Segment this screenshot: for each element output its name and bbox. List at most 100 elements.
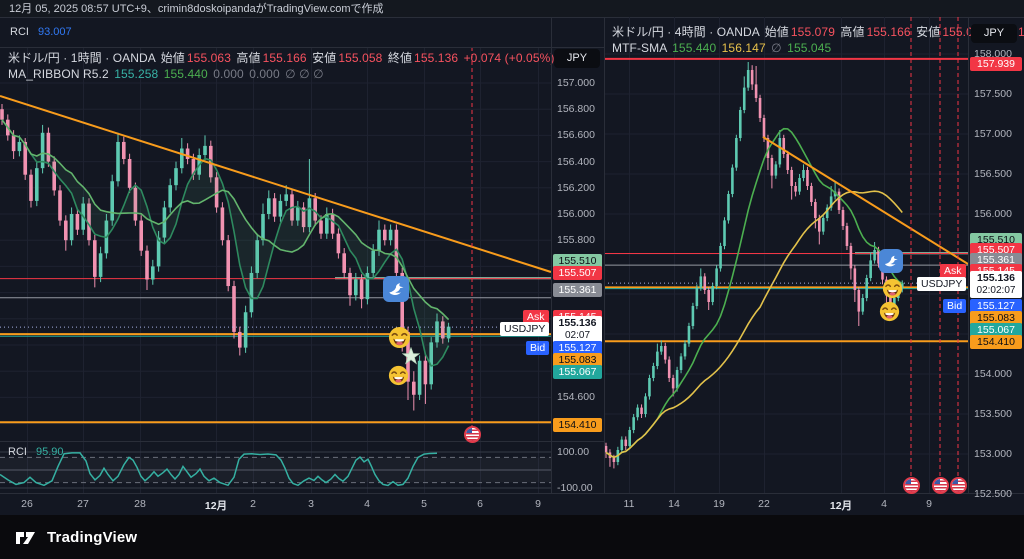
price-tick-label: 153.500: [974, 408, 1012, 420]
price-label-tag: Ask: [523, 310, 549, 324]
price-level-label: 157.939: [970, 57, 1022, 71]
header-value: 155.166: [262, 51, 311, 65]
price-tick-label: 156.000: [974, 208, 1012, 220]
price-tick-label: 154.000: [974, 368, 1012, 380]
price-label-tag: USDJPY: [917, 277, 967, 291]
us-flag-event-icon[interactable]: [463, 425, 481, 443]
laughing-emoji[interactable]: [882, 278, 903, 299]
currency-button-4h[interactable]: JPY: [971, 24, 1017, 43]
indicator-header-4h[interactable]: MTF-SMA 155.440 156.147 ∅ 155.045: [612, 41, 833, 56]
header-value: 156.147: [721, 41, 770, 55]
price-tick-label: 156.800: [557, 103, 595, 116]
header-value: 155.440: [163, 67, 212, 81]
header-value: 0.000: [249, 67, 284, 81]
price-tick-label: 156.200: [557, 181, 595, 194]
flag-canton: [904, 478, 911, 485]
us-flag-event-icon[interactable]: [931, 476, 949, 494]
symbol-header-4h[interactable]: 米ドル/円 · 4時間 · OANDA 始値 155.079 高値 155.166 …: [612, 25, 1024, 40]
dove-sticker[interactable]: [383, 276, 409, 302]
header-value: 155.058: [338, 51, 386, 65]
rci-bottom-pane-label[interactable]: RCI 95.90: [8, 446, 64, 458]
price-level-label: 155.083: [553, 353, 602, 367]
price-level-label: 155.067: [970, 323, 1022, 337]
price-level-label: 155.083: [970, 311, 1022, 325]
header-value: 155.063: [186, 51, 235, 65]
time-tick-label: 22: [758, 498, 770, 510]
header-value: 高値: [840, 25, 865, 39]
time-tick-label: 4: [364, 498, 370, 510]
star-sticker[interactable]: [402, 347, 420, 365]
time-tick-label: 4: [881, 498, 887, 510]
price-level-label: 155.067: [553, 365, 602, 379]
price-tick-label: 156.400: [557, 155, 595, 168]
price-tick-label: 154.600: [557, 391, 595, 404]
indicator-value: 93.007: [38, 26, 72, 38]
rci-top-pane-label[interactable]: RCI 93.007: [10, 26, 72, 38]
pane-divider[interactable]: [0, 441, 604, 442]
price-axis-border-4h: [968, 17, 969, 493]
chart-pane-1h[interactable]: [0, 17, 551, 493]
header-value: 155.258: [114, 67, 162, 81]
indicator-name: MTF-SMA: [612, 41, 671, 55]
time-tick-label: 26: [21, 498, 33, 510]
laughing-emoji[interactable]: [388, 365, 409, 386]
indicator-name: MA_RIBBON R5.2: [8, 67, 113, 81]
rci-axis-label: 100.00: [557, 446, 590, 458]
price-tick-label: 157.500: [974, 88, 1012, 100]
time-tick-label: 5: [421, 498, 427, 510]
snapshot-caption: 12月 05, 2025 08:57 UTC+9、crimin8doskoipa…: [0, 0, 1024, 18]
symbol-title: 米ドル/円 · 4時間 · OANDA: [612, 25, 763, 39]
pane-divider[interactable]: [0, 47, 604, 48]
indicator-name: RCI: [10, 26, 29, 38]
time-tick-label: 19: [713, 498, 725, 510]
time-tick-label: 12月: [204, 500, 228, 512]
header-value: 155.136…: [1018, 25, 1024, 39]
price-tick-label: 157.000: [974, 128, 1012, 140]
price-tick-label: 156.600: [557, 129, 595, 142]
header-value: 終値: [387, 51, 413, 65]
time-tick-label: 28: [134, 498, 146, 510]
indicator-header-1h[interactable]: MA_RIBBON R5.2 155.258 155.440 0.000 0.0…: [8, 67, 326, 82]
time-tick-label: 14: [668, 498, 680, 510]
time-tick-label: 3: [308, 498, 314, 510]
price-level-label: 155.507: [553, 266, 602, 280]
symbol-title: 米ドル/円 · 1時間 · OANDA: [8, 51, 159, 65]
laughing-emoji[interactable]: [388, 326, 411, 349]
bar-countdown: 02:02:07: [976, 284, 1016, 296]
price-tick-label: 152.500: [974, 488, 1012, 500]
indicator-value: 95.90: [36, 446, 64, 458]
header-value: 155.440: [672, 41, 720, 55]
dove-sticker[interactable]: [879, 249, 903, 273]
us-flag-event-icon[interactable]: [902, 476, 920, 494]
time-tick-label: 6: [477, 498, 483, 510]
price-axis-border-1h: [551, 17, 552, 493]
header-value: 155.079: [790, 25, 839, 39]
tradingview-brand-text: TradingView: [47, 528, 138, 546]
last-price-label: 155.136 02:07: [553, 315, 602, 343]
price-level-label: 155.361: [553, 283, 602, 297]
time-tick-label: 11: [623, 498, 635, 510]
price-level-label: 155.510: [553, 254, 602, 268]
time-tick-label: 9: [926, 498, 932, 510]
time-tick-label: 2: [250, 498, 256, 510]
us-flag-event-icon[interactable]: [949, 476, 967, 494]
laughing-emoji[interactable]: [879, 301, 900, 322]
price-level-label: 155.361: [970, 253, 1022, 267]
bottom-brand-bar: TradingView: [0, 515, 1024, 559]
currency-button-1h[interactable]: JPY: [554, 49, 600, 68]
time-scale[interactable]: [0, 493, 1024, 515]
flag-canton: [465, 427, 472, 434]
header-value: 0.000: [213, 67, 248, 81]
symbol-header-1h[interactable]: 米ドル/円 · 1時間 · OANDA 始値 155.063 高値 155.166 …: [8, 51, 556, 66]
flag-canton: [933, 478, 940, 485]
price-tick-label: 153.000: [974, 448, 1012, 460]
price-level-label: 155.127: [970, 299, 1022, 313]
header-value: ∅: [771, 41, 786, 55]
price-level-label: 155.127: [553, 341, 602, 355]
bar-countdown: 02:07: [564, 329, 591, 341]
chart-pane-4h[interactable]: [604, 17, 968, 493]
header-value: 安値: [916, 25, 941, 39]
price-label-tag: USDJPY: [500, 322, 550, 336]
header-value: ∅ ∅ ∅: [285, 67, 324, 81]
